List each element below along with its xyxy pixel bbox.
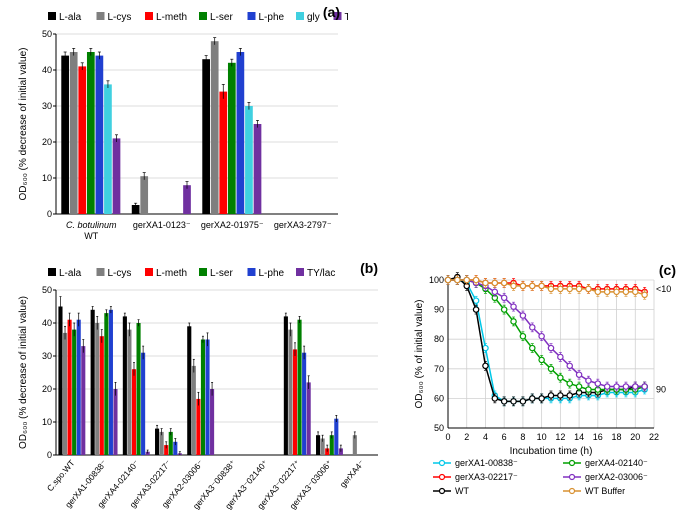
svg-text:22: 22 xyxy=(649,432,659,442)
svg-text:L-ser: L-ser xyxy=(210,12,233,23)
svg-text:C. botulinum: C. botulinum xyxy=(66,220,117,230)
svg-text:<10: <10 xyxy=(656,284,671,294)
svg-text:gerXA2-03006⁻: gerXA2-03006⁻ xyxy=(585,472,648,482)
svg-text:20: 20 xyxy=(630,432,640,442)
svg-text:30: 30 xyxy=(42,351,52,361)
svg-text:TY/lac: TY/lac xyxy=(307,268,335,279)
svg-text:12: 12 xyxy=(555,432,565,442)
svg-text:WT: WT xyxy=(84,231,98,241)
panel-c-chart: 50 60 70 80 90 100 0 2 4 6 8 10 12 14 16 18 20 22 OD₆₀₀ (%… xyxy=(408,266,682,530)
svg-text:0: 0 xyxy=(47,450,52,460)
svg-text:4: 4 xyxy=(483,432,488,442)
svg-text:WT Buffer: WT Buffer xyxy=(585,486,625,496)
svg-text:80: 80 xyxy=(434,334,444,344)
svg-text:20: 20 xyxy=(42,384,52,394)
svg-text:8: 8 xyxy=(520,432,525,442)
svg-text:2: 2 xyxy=(464,432,469,442)
svg-text:OD₆₀₀ (% of initial value): OD₆₀₀ (% of initial value) xyxy=(414,299,425,408)
svg-text:60: 60 xyxy=(434,393,444,403)
svg-text:16: 16 xyxy=(593,432,603,442)
svg-text:14: 14 xyxy=(574,432,584,442)
svg-text:40: 40 xyxy=(42,318,52,328)
svg-text:TY/lac: TY/lac xyxy=(345,12,349,23)
panel-b: (b) L-ala L-cys L-meth L-ser L-phe TY/lac 0 10 2… xyxy=(8,260,408,530)
svg-text:L-cys: L-cys xyxy=(108,12,132,23)
svg-text:Incubation time (h): Incubation time (h) xyxy=(510,446,593,457)
svg-text:gerXA4⁻: gerXA4⁻ xyxy=(338,457,367,489)
svg-text:0: 0 xyxy=(47,209,52,219)
svg-text:10: 10 xyxy=(537,432,547,442)
svg-text:50: 50 xyxy=(434,423,444,433)
svg-text:gerXA1-0123⁻: gerXA1-0123⁻ xyxy=(133,220,191,230)
svg-text:gerXA4-02140⁻: gerXA4-02140⁻ xyxy=(585,458,648,468)
panel-a-label: (a) xyxy=(323,4,340,20)
svg-text:70: 70 xyxy=(434,364,444,374)
panel-b-label: (b) xyxy=(360,260,378,276)
svg-text:gerXA3-02217⁻: gerXA3-02217⁻ xyxy=(455,472,518,482)
svg-text:L-ser: L-ser xyxy=(210,268,233,279)
panel-a-chart: L-ala L-cys L-meth L-ser L-phe gly TY/lac 0 10 20… xyxy=(8,4,348,254)
svg-text:10: 10 xyxy=(42,173,52,183)
panel-b-chart: L-ala L-cys L-meth L-ser L-phe TY/lac 0 10 20 30 4… xyxy=(8,260,408,530)
svg-text:OD₆₀₀ (% decrease of initial v: OD₆₀₀ (% decrease of initial value) xyxy=(18,296,29,449)
panel-a: (a) L-ala L-cys L-meth L-ser L-phe gly TY/lac 0… xyxy=(8,4,348,254)
svg-text:50: 50 xyxy=(42,285,52,295)
svg-text:WT: WT xyxy=(455,486,469,496)
svg-text:gerXA2-01975⁻: gerXA2-01975⁻ xyxy=(201,220,264,230)
svg-text:L-ala: L-ala xyxy=(59,12,82,23)
svg-text:40: 40 xyxy=(42,65,52,75)
svg-text:L-cys: L-cys xyxy=(108,268,132,279)
svg-text:L-phe: L-phe xyxy=(259,12,285,23)
svg-text:18: 18 xyxy=(612,432,622,442)
svg-text:100: 100 xyxy=(429,275,444,285)
svg-text:6: 6 xyxy=(502,432,507,442)
svg-text:C.spo.WT: C.spo.WT xyxy=(45,458,77,493)
svg-text:L-meth: L-meth xyxy=(156,268,187,279)
svg-text:gerXA3-2797⁻: gerXA3-2797⁻ xyxy=(274,220,332,230)
panel-c: (c) 50607080901000246810121416182022OD₆₀… xyxy=(408,266,682,530)
svg-text:30: 30 xyxy=(42,101,52,111)
svg-text:50: 50 xyxy=(42,29,52,39)
svg-text:L-ala: L-ala xyxy=(59,268,82,279)
svg-text:L-meth: L-meth xyxy=(156,12,187,23)
svg-text:90: 90 xyxy=(656,385,666,395)
svg-text:0: 0 xyxy=(445,432,450,442)
svg-text:90: 90 xyxy=(434,305,444,315)
svg-text:10: 10 xyxy=(42,417,52,427)
svg-text:gly: gly xyxy=(307,12,320,23)
svg-text:L-phe: L-phe xyxy=(259,268,285,279)
svg-text:20: 20 xyxy=(42,137,52,147)
svg-text:gerXA1-00838⁻: gerXA1-00838⁻ xyxy=(455,458,518,468)
svg-text:OD₆₀₀ (% decrease of initial v: OD₆₀₀ (% decrease of initial value) xyxy=(18,48,29,201)
panel-c-label: (c) xyxy=(659,262,676,278)
